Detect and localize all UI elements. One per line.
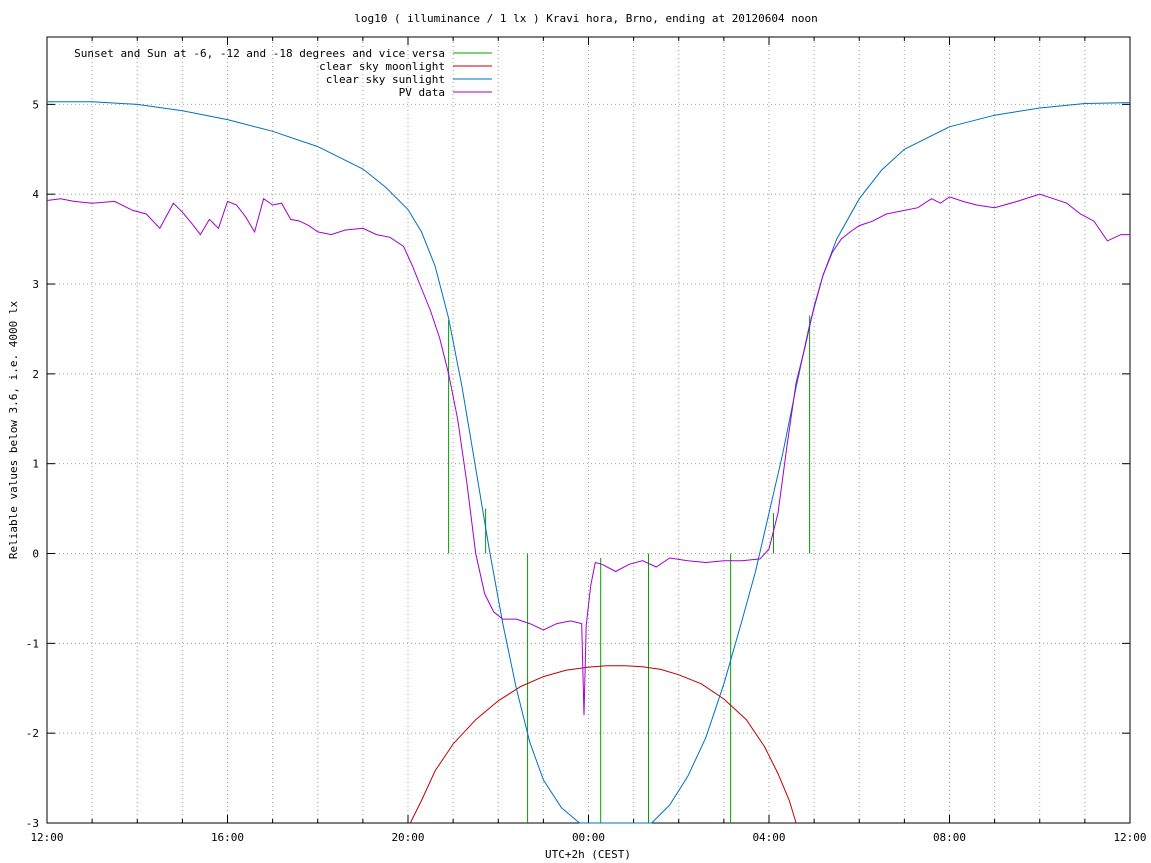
- y-tick-label: 1: [32, 458, 39, 471]
- x-axis-label: UTC+2h (CEST): [545, 848, 631, 861]
- x-tick-label: 12:00: [1113, 831, 1146, 844]
- y-tick-label: 2: [32, 368, 39, 381]
- x-tick-label: 20:00: [391, 831, 424, 844]
- legend-label: clear sky sunlight: [326, 73, 445, 86]
- series-line: [46, 193, 1130, 716]
- y-tick-label: 0: [32, 548, 39, 561]
- y-tick-label: 5: [32, 98, 39, 111]
- legend: Sunset and Sun at -6, -12 and -18 degree…: [74, 47, 492, 99]
- series-3: [46, 193, 1130, 716]
- y-tick-label: -2: [26, 727, 39, 740]
- y-tick-label: 4: [32, 188, 39, 201]
- x-tick-label: 00:00: [572, 831, 605, 844]
- x-tick-label: 08:00: [933, 831, 966, 844]
- y-tick-label: -3: [26, 817, 39, 830]
- y-tick-label: -1: [26, 637, 39, 650]
- series-1: [409, 665, 797, 824]
- series-line: [409, 665, 797, 824]
- series-layer: [46, 101, 1131, 824]
- legend-label: clear sky moonlight: [319, 60, 445, 73]
- x-tick-labels: 12:00 16:00 20:00 00:00 04:00 08:00 12:00: [30, 831, 1146, 844]
- legend-label: Sunset and Sun at -6, -12 and -18 degree…: [74, 47, 445, 60]
- chart-title: log10 ( illuminance / 1 lx ) Kravi hora,…: [354, 12, 818, 25]
- grid-lines: [47, 37, 1130, 823]
- series-0: [448, 315, 811, 823]
- legend-label: PV data: [399, 86, 445, 99]
- y-tick-label: 3: [32, 278, 39, 291]
- x-tick-label: 16:00: [211, 831, 244, 844]
- x-tick-label: 04:00: [752, 831, 785, 844]
- x-tick-label: 12:00: [30, 831, 63, 844]
- series-2: [47, 101, 1131, 824]
- series-line: [47, 101, 1131, 824]
- y-tick-labels: -3 -2 -1 0 1 2 3 4 5: [26, 98, 40, 830]
- axis-ticks: [46, 37, 1131, 824]
- y-axis-label: Reliable values below 3.6, i.e. 4000 lx: [7, 300, 20, 559]
